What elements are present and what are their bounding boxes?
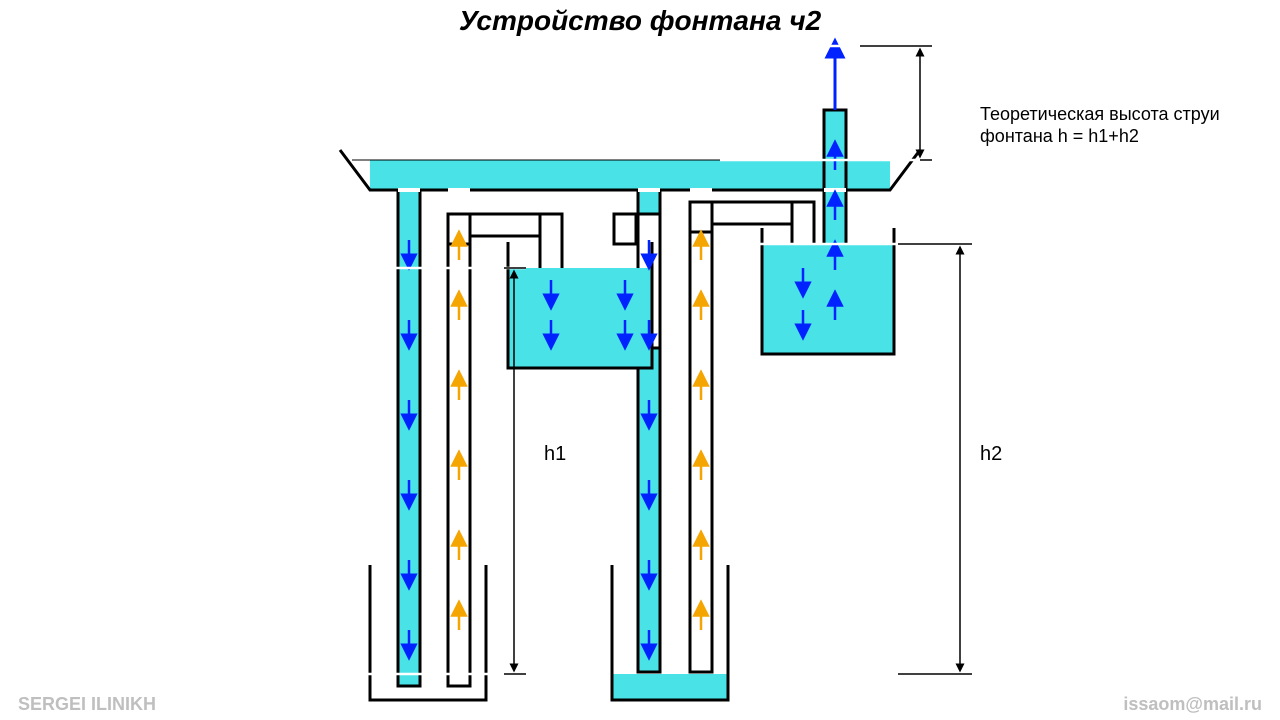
footer-email: issaom@mail.ru <box>1123 694 1262 714</box>
page-title: Устройство фонтана ч2 <box>459 5 822 36</box>
fountain-diagram: Устройство фонтана ч2 h1 h2 Теоретическая… <box>0 0 1280 720</box>
jet-annotation-line2: фонтана h = h1+h2 <box>980 126 1139 146</box>
footer-author: SERGEI ILINIKH <box>18 694 156 714</box>
dim-label-h2: h2 <box>980 443 1002 465</box>
diagram-body: h1 h2 <box>314 46 1002 700</box>
jet-annotation-line1: Теоретическая высота струи <box>980 104 1220 124</box>
dim-label-h1: h1 <box>544 443 566 465</box>
